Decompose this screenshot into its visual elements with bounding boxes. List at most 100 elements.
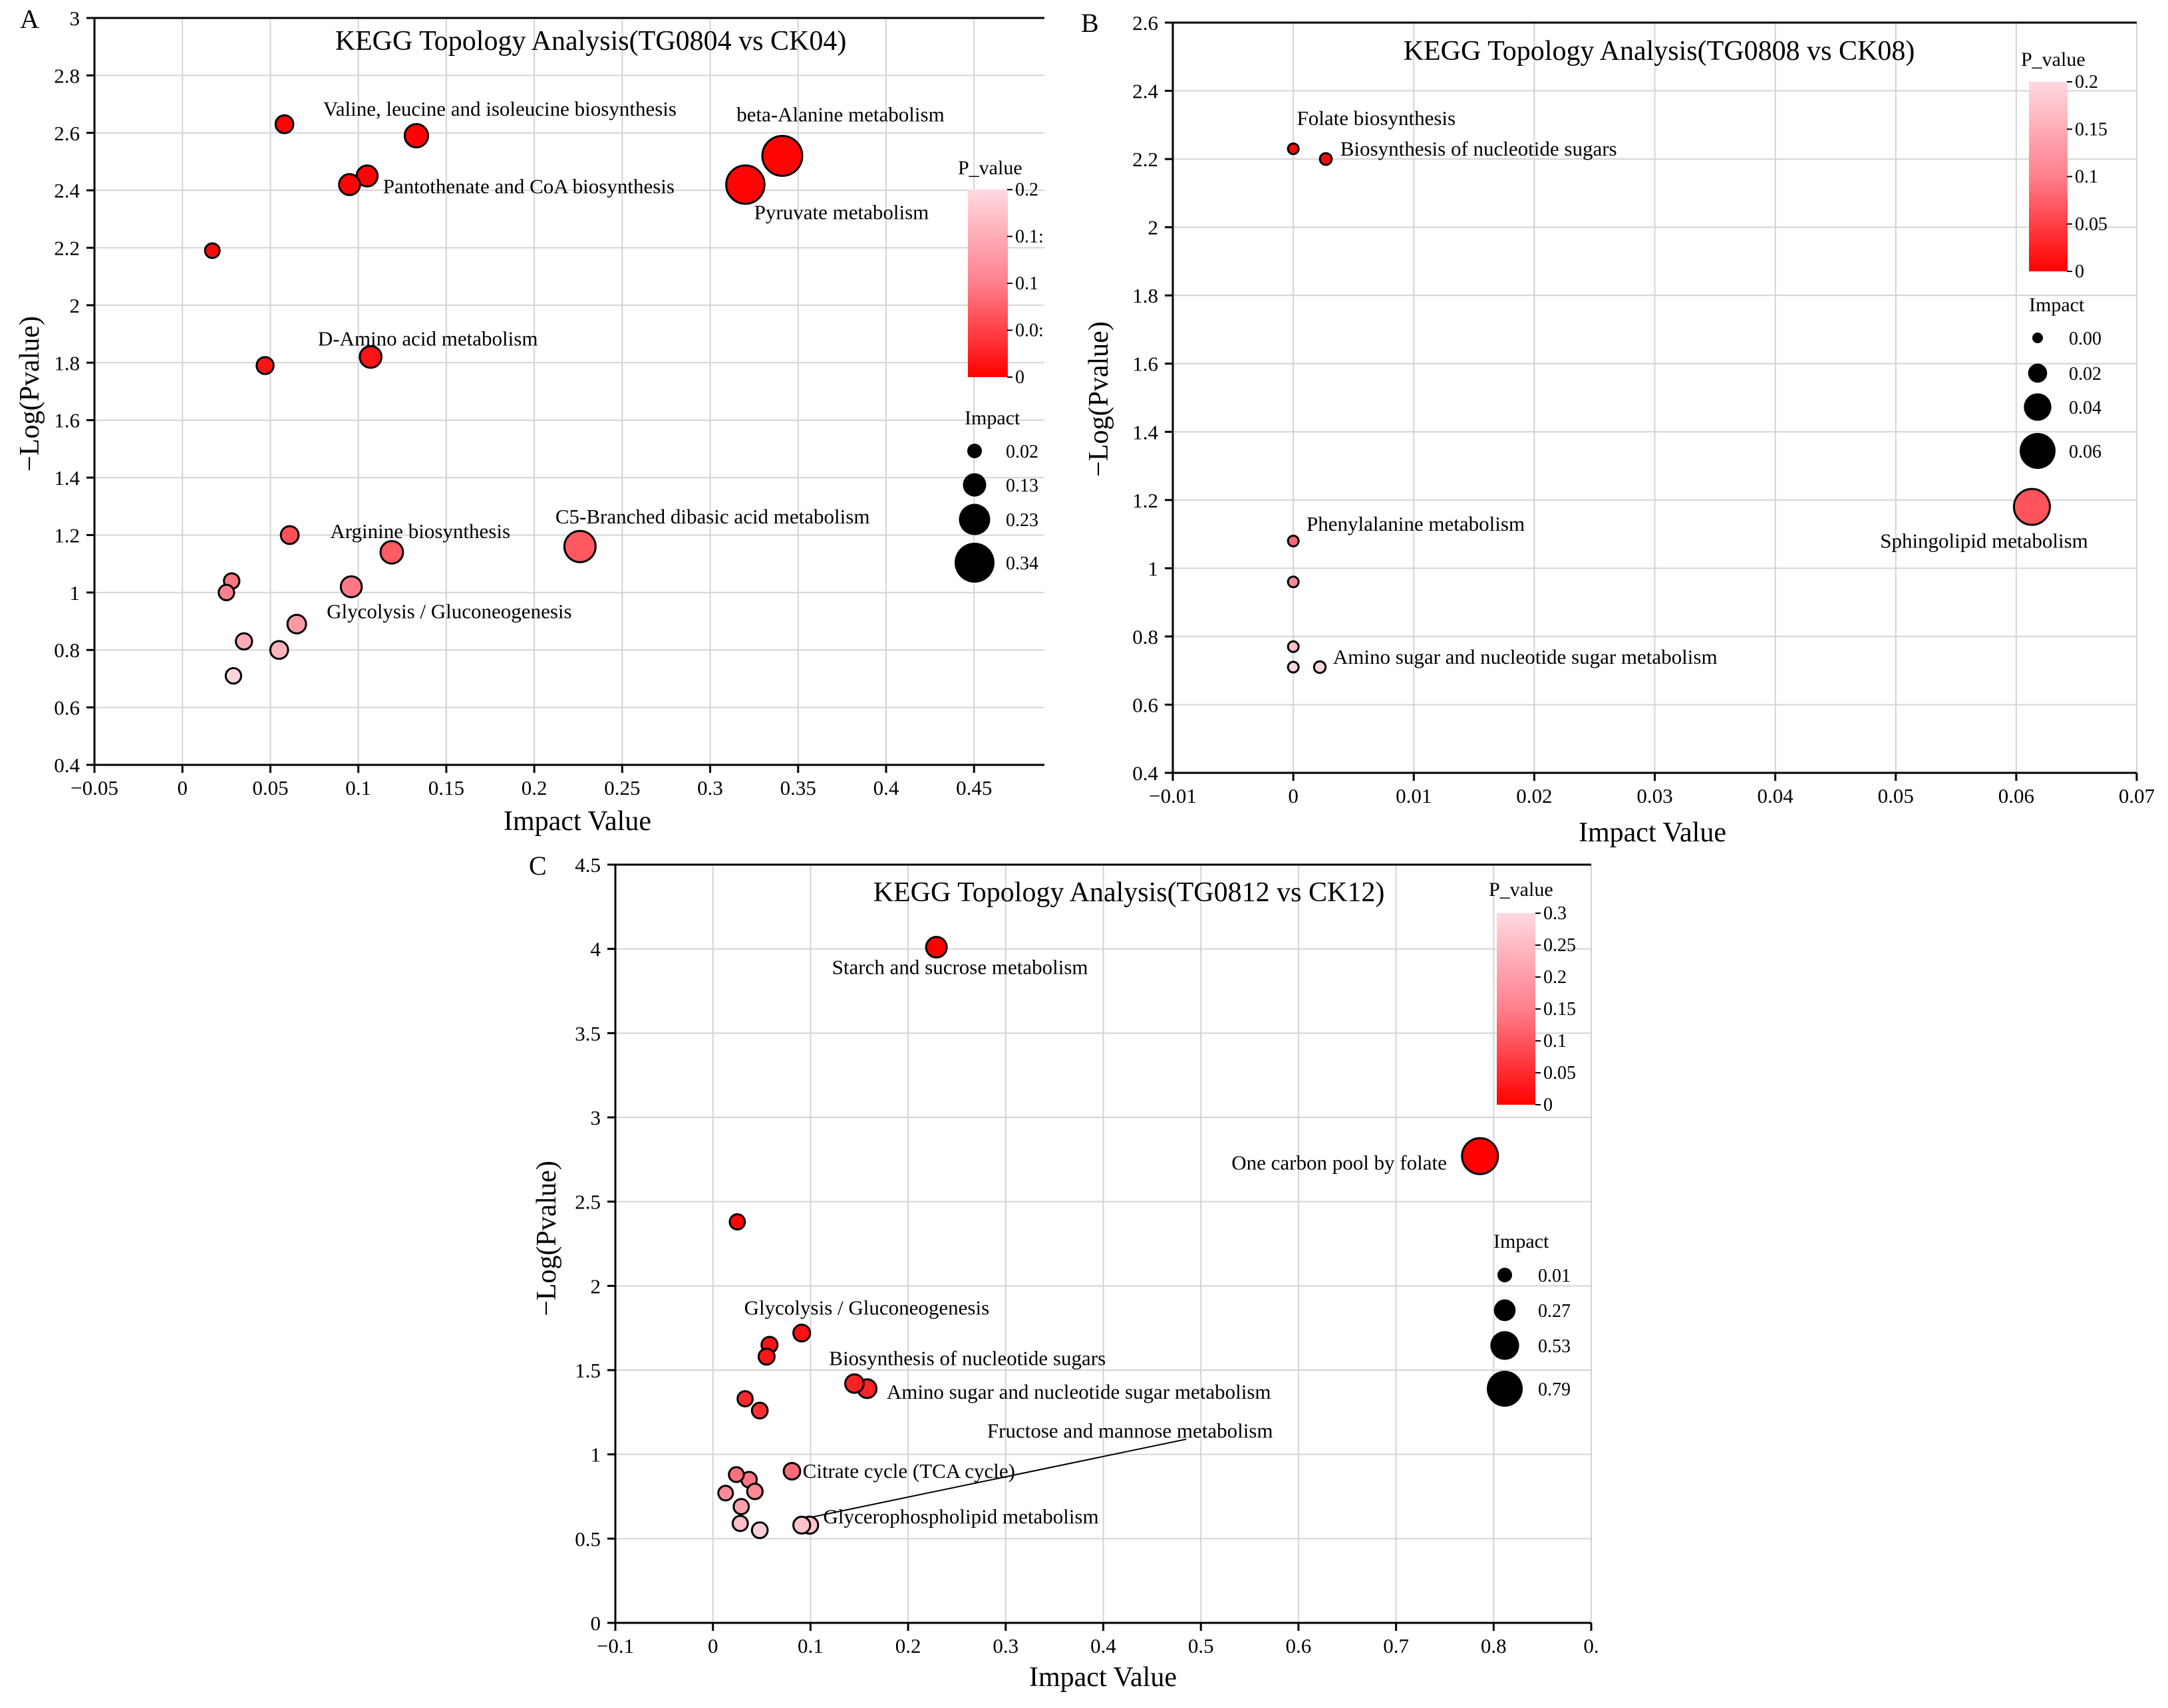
- y-tick-label: 1.4: [1132, 420, 1158, 444]
- data-point: [792, 1515, 812, 1535]
- y-tick-label: 2: [591, 1274, 601, 1298]
- data-point: [761, 134, 804, 177]
- pvalue-legend-tick-label: 0.2: [1543, 967, 1567, 988]
- impact-legend-label: 0.13: [1006, 476, 1038, 496]
- data-point: [732, 1498, 750, 1516]
- data-point: [563, 529, 597, 563]
- x-tick-label: 0.2: [895, 1634, 921, 1657]
- data-point: [717, 1485, 734, 1502]
- pathway-label: Arginine biosynthesis: [330, 519, 510, 543]
- impact-legend-label: 0.27: [1538, 1301, 1571, 1322]
- pvalue-legend: P_value 0.3 0.25 0.2 0.15 0.1 0.05 0: [1489, 879, 1576, 1115]
- x-axis-label: Impact Value: [1029, 1662, 1177, 1693]
- plot-area: [94, 18, 1044, 765]
- x-tick-label: 0.06: [1998, 784, 2034, 807]
- data-point: [1461, 1137, 1499, 1175]
- y-tick-label: 2.2: [54, 237, 80, 260]
- impact-legend-marker: [2028, 363, 2048, 383]
- impact-legend-title: Impact: [1493, 1230, 1549, 1252]
- y-tick-label: 2: [70, 294, 80, 317]
- y-tick-label: 1.4: [54, 466, 80, 490]
- x-tick-label: 0.25: [604, 776, 640, 799]
- pathway-label: Biosynthesis of nucleotide sugars: [1340, 137, 1617, 160]
- chart-title: KEGG Topology Analysis(TG0808 vs CK08): [1404, 36, 1915, 67]
- impact-legend-label: 0.04: [2069, 398, 2101, 418]
- pvalue-legend-tick-label: 0.2: [2075, 72, 2098, 92]
- y-tick-label: 1: [591, 1443, 601, 1467]
- impact-legend: Impact 0.00 0.02 0.04 0.06: [2020, 294, 2101, 469]
- impact-legend-marker: [2020, 433, 2056, 469]
- chart-panel-c: C −0.1 0 0.1 0.2 0.3 0.4 0.5 0.6 0.7 0.8 0.00.511.…: [529, 851, 1599, 1693]
- chart-panel-a: A −0.05 0 0.05 0.1 0.15 0.2 0.25 0.3 0.35 0.4 0.45…: [15, 4, 1044, 837]
- pathway-label: Glycerophospholipid metabolism: [823, 1505, 1098, 1528]
- y-tick-label: 2.4: [1132, 80, 1158, 103]
- pvalue-legend-tick-label: 0.25: [1543, 935, 1576, 956]
- pathway-label: Biosynthesis of nucleotide sugars: [829, 1346, 1106, 1369]
- data-point: [204, 242, 221, 259]
- y-tick-label: 2.5: [575, 1191, 601, 1214]
- pvalue-legend-tick-label: 0: [1543, 1095, 1553, 1115]
- pvalue-legend-tick-label: 0: [1015, 367, 1024, 388]
- data-point: [1318, 152, 1333, 166]
- y-tick-label: 1.6: [1132, 353, 1158, 376]
- x-tick-label: 0.5: [1188, 1634, 1214, 1657]
- y-tick-label: 1: [70, 581, 80, 605]
- pathway-label: D-Amino acid metabolism: [318, 327, 538, 350]
- y-axis-label: −Log(Pvalue): [532, 1161, 562, 1316]
- pathway-label: Amino sugar and nucleotide sugar metabol…: [887, 1380, 1271, 1403]
- y-tick-label: 1.8: [54, 351, 80, 374]
- pvalue-legend-tick-label: 0.3: [1543, 903, 1567, 924]
- impact-legend-marker: [955, 543, 995, 583]
- y-tick-label: 3: [591, 1106, 601, 1129]
- pvalue-legend-tick-label: 0: [2075, 261, 2084, 282]
- x-tick-label: 0.2: [522, 776, 547, 799]
- x-tick-label: 0.4: [873, 776, 899, 799]
- y-tick-label: 3: [70, 7, 80, 30]
- impact-legend-marker: [1493, 1299, 1516, 1322]
- pvalue-legend: P_value 0.2 0.15 0.1 0.05 0: [2021, 49, 2107, 282]
- y-tick-label: 1.2: [54, 523, 80, 547]
- x-tick-label: 0.4: [1090, 1634, 1116, 1657]
- data-point: [925, 936, 948, 959]
- panel-letter-b: B: [1081, 8, 1099, 38]
- pathway-label: C5-Branched dibasic acid metabolism: [555, 505, 870, 528]
- y-axis-label: −Log(Pvalue): [15, 316, 45, 472]
- chart-title: KEGG Topology Analysis(TG0812 vs CK12): [873, 877, 1385, 908]
- pvalue-legend-tick-label: 0.1: [2075, 167, 2098, 188]
- impact-legend-label: 0.02: [1006, 442, 1038, 462]
- impact-legend-label: 0.01: [1538, 1266, 1571, 1286]
- x-tick-label: 0.07: [2119, 784, 2155, 807]
- impact-legend-marker: [967, 444, 982, 458]
- pvalue-legend-title: P_value: [2021, 49, 2086, 71]
- x-tick-label: 0.05: [252, 776, 288, 799]
- data-point: [359, 345, 383, 369]
- x-tick-label: 0.02: [1516, 784, 1552, 807]
- pathway-label: Glycolysis / Gluconeogenesis: [744, 1296, 990, 1319]
- pvalue-legend-title: P_value: [1489, 879, 1553, 901]
- impact-legend-marker: [963, 473, 987, 497]
- y-tick-label: 0.5: [575, 1527, 601, 1550]
- x-tick-label: 0.45: [956, 776, 992, 799]
- pathway-label: Pantothenate and CoA biosynthesis: [383, 174, 675, 198]
- data-point: [757, 1348, 776, 1366]
- impact-legend-marker: [2032, 333, 2043, 343]
- data-point: [379, 539, 404, 565]
- y-tick-label: 2.4: [54, 179, 80, 202]
- x-tick-label: 0: [1288, 784, 1299, 807]
- data-point: [255, 356, 275, 375]
- x-tick-label: 0.35: [780, 776, 816, 799]
- pvalue-colorbar: [2029, 82, 2068, 271]
- x-tick-label: 0.7: [1383, 1634, 1409, 1657]
- data-point: [218, 583, 235, 601]
- data-point: [224, 667, 243, 685]
- pvalue-legend-tick-label: 0.1: [1015, 273, 1038, 294]
- data-point: [736, 1390, 754, 1407]
- pvalue-legend-tick-label: 0.1:: [1015, 227, 1044, 247]
- y-tick-label: 0.6: [1132, 693, 1158, 716]
- data-point: [339, 575, 363, 599]
- data-point: [338, 173, 361, 196]
- data-point: [403, 123, 429, 149]
- impact-legend: Impact 0.01 0.27 0.53 0.79: [1487, 1230, 1571, 1407]
- data-point: [1287, 575, 1300, 589]
- data-point: [782, 1462, 802, 1481]
